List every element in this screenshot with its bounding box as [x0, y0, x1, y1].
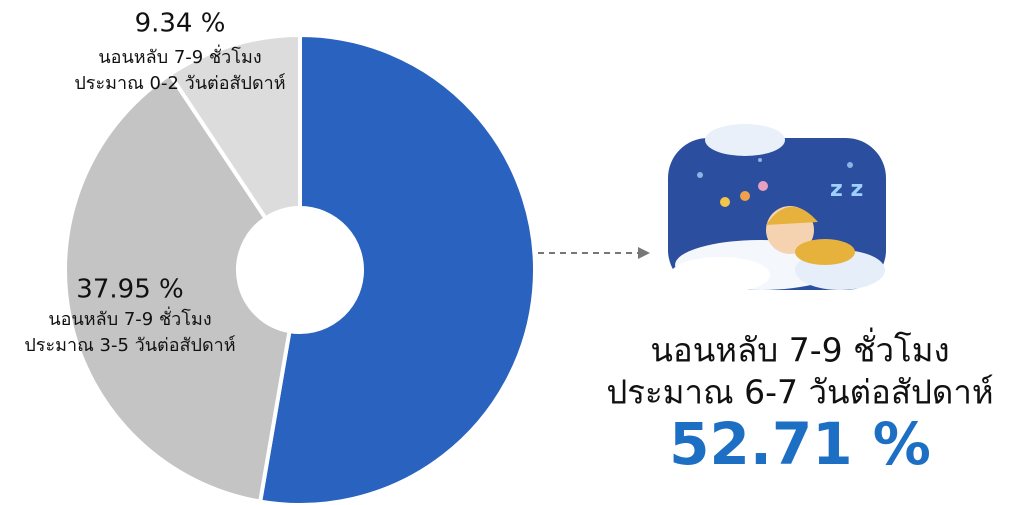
sleep-illustration: z z: [668, 124, 886, 293]
slice-label: นอนหลับ 7-9 ชั่วโมง: [48, 306, 211, 330]
slice-label: นอนหลับ 7-9 ชั่วโมง: [650, 328, 949, 370]
slice-label: ประมาณ 0-2 วันต่อสัปดาห์: [74, 73, 285, 94]
value-label: 9.34 %: [135, 9, 226, 39]
slice-label: ประมาณ 6-7 วันต่อสัปดาห์: [606, 373, 993, 412]
slice-label: ประมาณ 3-5 วันต่อสัปดาห์: [24, 335, 235, 356]
value-label: 37.95 %: [76, 275, 183, 305]
pointer-arrow: [538, 247, 650, 259]
donut: [63, 32, 537, 505]
value-label: 52.71 %: [669, 410, 931, 478]
slice-label: นอนหลับ 7-9 ชั่วโมง: [98, 44, 261, 68]
donut-hole: [238, 208, 362, 332]
svg-text:z z: z z: [830, 177, 863, 202]
